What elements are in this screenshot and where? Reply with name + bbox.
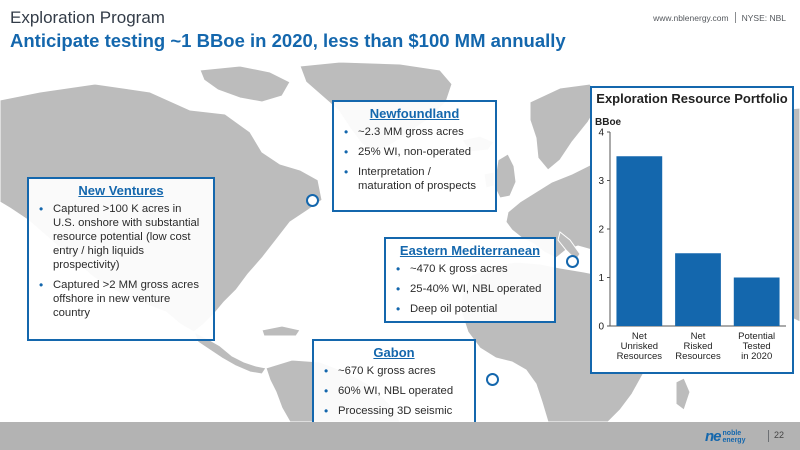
eastern-mediterranean-bullets: ~470 K gross acres 25-40% WI, NBL operat… (394, 262, 546, 316)
y-tick-label: 0 (598, 322, 604, 333)
y-tick-label: 1 (598, 273, 604, 284)
gabon-title: Gabon (373, 345, 415, 360)
arctic-islands (199, 65, 291, 103)
y-axis-label: BBoe (595, 117, 622, 128)
newfoundland-callout: Newfoundland ~2.3 MM gross acres 25% WI,… (332, 100, 497, 212)
gabon-callout: Gabon ~670 K gross acres 60% WI, NBL ope… (312, 339, 476, 426)
x-category-label: Net Risked Resources (675, 331, 721, 362)
eastern-mediterranean-callout: Eastern Mediterranean ~470 K gross acres… (384, 237, 556, 323)
bullet-item: Captured >2 MM gross acres offshore in n… (37, 278, 205, 320)
slide-section-label: Exploration Program (10, 8, 165, 27)
bullet-item: Interpretation / maturation of prospects (342, 165, 487, 193)
bullet-item: 60% WI, NBL operated (322, 384, 466, 398)
caribbean-islands (261, 325, 301, 337)
newfoundland-bullets: ~2.3 MM gross acres 25% WI, non-operated… (342, 125, 487, 193)
gabon-location-marker (486, 373, 499, 386)
slide-title: Anticipate testing ~1 BBoe in 2020, less… (10, 30, 566, 51)
newfoundland-title: Newfoundland (369, 106, 460, 121)
bullet-item: ~670 K gross acres (322, 364, 466, 378)
logo-word-energy: energy (722, 436, 746, 444)
header-meta: www.nblenergy.com NYSE: NBL (653, 12, 786, 23)
logo-wordmark: noble energy (723, 430, 746, 444)
chart-bar (675, 253, 721, 326)
website-link[interactable]: www.nblenergy.com (653, 12, 729, 23)
madagascar-landmass (675, 377, 691, 411)
page-number: 22 (774, 430, 785, 440)
newfoundland-location-marker (306, 194, 319, 207)
bullet-item: ~470 K gross acres (394, 262, 546, 276)
exploration-resource-chart: Exploration Resource Portfolio BBoe 0 1 2 3 4… (590, 86, 794, 374)
new-ventures-title: New Ventures (78, 183, 164, 198)
bullet-item: 25% WI, non-operated (342, 145, 487, 159)
footer-bar (0, 422, 800, 450)
british-isles-landmass (493, 153, 517, 199)
footer-divider (768, 430, 769, 442)
logo-word-noble: noble (722, 429, 742, 437)
x-category-label: Net Unrisked Resources (617, 331, 663, 362)
eastern-mediterranean-location-marker (566, 255, 579, 268)
central-america-landmass (193, 330, 267, 375)
logo-mark: ne (705, 428, 721, 445)
bullet-item: Captured >100 K acres in U.S. onshore wi… (37, 202, 205, 272)
bullet-item: Processing 3D seismic (322, 404, 466, 418)
x-category-label: Potential Tested in 2020 (738, 331, 775, 362)
header-divider (734, 12, 736, 23)
gabon-bullets: ~670 K gross acres 60% WI, NBL operated … (322, 364, 466, 418)
bullet-item: Deep oil potential (394, 302, 546, 316)
new-ventures-callout: New Ventures Captured >100 K acres in U.… (27, 177, 215, 341)
new-ventures-bullets: Captured >100 K acres in U.S. onshore wi… (37, 202, 205, 320)
bullet-item: ~2.3 MM gross acres (342, 125, 487, 139)
chart-bar (616, 156, 663, 326)
chart-bar (733, 277, 780, 326)
y-tick-label: 2 (598, 225, 604, 236)
eastern-mediterranean-title: Eastern Mediterranean (399, 243, 541, 258)
chart-plot: BBoe 0 1 2 3 4 Net Unrisked Resources Net Risked Re… (595, 117, 786, 362)
chart-title: Exploration Resource Portfolio (596, 91, 788, 106)
y-tick-label: 3 (598, 176, 604, 187)
scandinavia-landmass (529, 83, 601, 171)
noble-energy-logo: ne noble energy (705, 428, 745, 445)
ticker-label: NYSE: NBL (741, 12, 786, 23)
bullet-item: 25-40% WI, NBL operated (394, 282, 546, 296)
y-tick-label: 4 (598, 128, 604, 139)
